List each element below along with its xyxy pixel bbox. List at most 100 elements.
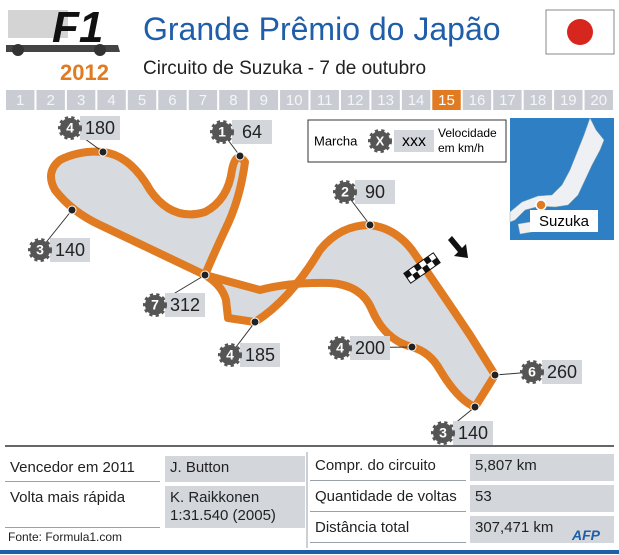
stat-value: K. Raikkonen 1:31.540 (2005): [165, 486, 305, 528]
stat-value: 53: [470, 485, 614, 512]
round-label: 7: [199, 92, 207, 109]
stat-label: Volta mais rápida: [5, 486, 160, 528]
speed-box: [80, 116, 120, 140]
gear-number: 4: [226, 347, 234, 363]
round-label: 19: [560, 92, 577, 109]
gear-icon: [58, 116, 82, 140]
legend-speed-symbol: xxx: [402, 133, 426, 150]
round-label: 18: [530, 92, 547, 109]
speed-value: 260: [547, 362, 577, 382]
round-label: 14: [408, 92, 425, 109]
agency: AFP: [572, 527, 600, 543]
round-label: 15: [438, 92, 455, 109]
gear-number: 6: [528, 364, 536, 380]
round-box: [310, 90, 339, 110]
gear-number: 1: [218, 124, 226, 140]
speed-value: 90: [365, 182, 385, 202]
round-label: 5: [138, 92, 146, 109]
round-label: 1: [16, 92, 24, 109]
corner-dot: [235, 151, 245, 161]
corner-dot: [365, 220, 375, 230]
round-box: [127, 90, 157, 110]
title: Grande Prêmio do Japão: [143, 11, 501, 47]
stat-label: Quantidade de voltas: [310, 485, 466, 512]
gear-icon: [210, 120, 234, 144]
gear-icon: [333, 180, 357, 204]
flag-disc: [567, 19, 593, 45]
gear-number: 4: [66, 120, 74, 136]
round-box: [158, 90, 187, 110]
round-box: [36, 90, 65, 110]
corner-dot: [250, 317, 260, 327]
gear-icon: [28, 238, 52, 262]
legend-gear: [368, 129, 392, 153]
speed-value: 180: [85, 118, 115, 138]
subtitle: Circuito de Suzuka - 7 de outubro: [143, 58, 426, 79]
speed-box: [50, 238, 90, 262]
round-label: 17: [499, 92, 516, 109]
map-marker: [535, 199, 547, 211]
logo: F1 2012: [6, 3, 120, 85]
corner-dot: [407, 342, 417, 352]
round-box: [280, 90, 309, 110]
stat-label: Compr. do circuito: [310, 454, 466, 481]
corner-dot: [470, 402, 480, 412]
track: [47, 147, 499, 411]
map-label: Suzuka: [539, 213, 590, 230]
round-box: [97, 90, 126, 110]
round-box: [219, 90, 248, 110]
round-label: 12: [347, 92, 364, 109]
legend-gear-symbol: X: [376, 133, 385, 148]
round-box: [523, 90, 553, 110]
stat-label: Distância total: [310, 516, 466, 543]
speed-value: 140: [458, 423, 488, 443]
round-box: [554, 90, 583, 110]
stat-value: J. Button: [165, 456, 305, 482]
corner-dot: [200, 270, 210, 280]
gear-icon: [431, 421, 455, 445]
gear-icon: [143, 293, 167, 317]
round-label: 6: [168, 92, 176, 109]
round-box: [493, 90, 522, 110]
corner-dot: [67, 205, 77, 215]
round-box: [6, 90, 35, 110]
speed-box: [453, 421, 493, 445]
round-label: 2: [47, 92, 55, 109]
round-label: 9: [260, 92, 268, 109]
speed-box: [165, 293, 205, 317]
corner-dot: [490, 370, 500, 380]
round-label: 10: [286, 92, 303, 109]
round-label: 13: [377, 92, 394, 109]
round-label: 4: [107, 92, 115, 109]
source: Fonte: Formula1.com: [8, 530, 123, 544]
legend-speed-box: [394, 130, 434, 152]
gear-icon: [218, 343, 242, 367]
stat-value: 307,471 km: [470, 516, 614, 543]
speed-box: [232, 120, 272, 144]
legend-speed-label: Velocidade em km/h: [438, 126, 497, 155]
round-box: [432, 90, 461, 110]
round-box: [584, 90, 613, 110]
round-label: 16: [469, 92, 486, 109]
speed-value: 312: [170, 295, 200, 315]
gear-number: 3: [439, 425, 447, 441]
round-label: 3: [77, 92, 85, 109]
speed-box: [240, 343, 280, 367]
round-box: [462, 90, 492, 110]
logo-text: F1: [52, 3, 103, 52]
corner-dot: [98, 147, 108, 157]
logo-year: 2012: [60, 60, 109, 85]
start-line: [403, 236, 468, 284]
gear-number: 7: [151, 297, 159, 313]
speed-value: 140: [55, 240, 85, 260]
round-box: [401, 90, 431, 110]
speed-box: [355, 180, 395, 204]
round-box: [249, 90, 279, 110]
speed-value: 64: [242, 122, 262, 142]
gear-icon: [520, 360, 544, 384]
speed-box: [542, 360, 582, 384]
speed-value: 200: [355, 338, 385, 358]
gear-number: 4: [336, 340, 344, 356]
